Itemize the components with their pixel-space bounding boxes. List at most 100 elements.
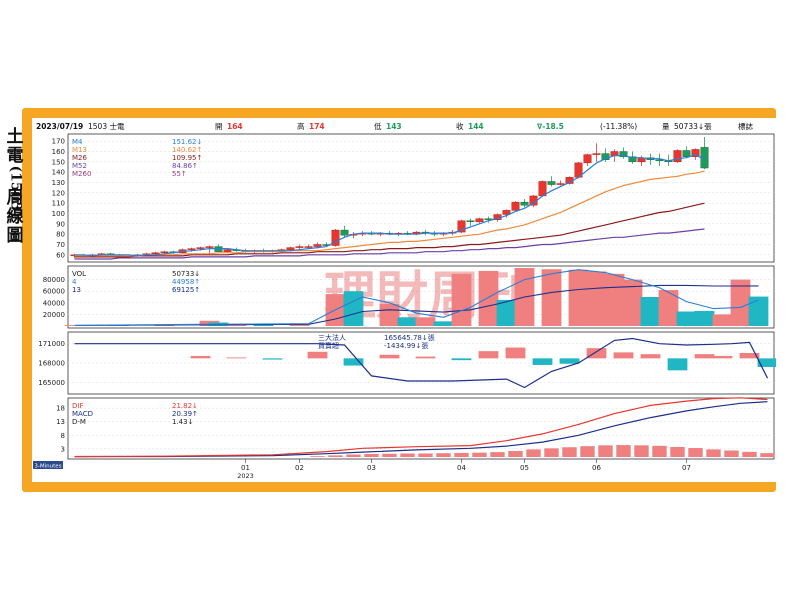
- volume-bar: [541, 269, 562, 326]
- header-volume-label: 量: [662, 122, 670, 131]
- legend-name: 4: [72, 278, 77, 286]
- candle-body: [286, 247, 295, 250]
- macd-line: [74, 401, 768, 458]
- volume-bar: [415, 317, 436, 326]
- candle-body: [547, 181, 556, 185]
- legend-value: 109.95↑: [172, 154, 202, 162]
- legend-value: 165645.78↓張: [384, 334, 435, 342]
- candle-body: [151, 252, 160, 254]
- header-close-label: 收: [456, 121, 464, 131]
- candle-body: [160, 251, 169, 253]
- candle-body: [583, 154, 592, 164]
- y-tick-label: 80000: [43, 276, 65, 284]
- candle-body: [196, 247, 205, 249]
- macd-panel: [74, 397, 775, 458]
- candle-body: [304, 246, 313, 248]
- y-tick-label: 165000: [38, 379, 65, 387]
- macd-hist-bar: [364, 454, 379, 457]
- candle-body: [592, 153, 601, 155]
- volume-bar: [64, 325, 85, 326]
- volume-bar: [748, 296, 769, 326]
- volume-bar: [694, 310, 715, 326]
- legend-value: 84.86↑: [172, 162, 198, 170]
- candle-body: [457, 220, 466, 233]
- candle-body: [295, 246, 304, 248]
- legend-name: M4: [72, 138, 83, 146]
- macd-hist-bar: [346, 454, 361, 457]
- side-title-name: 土電: [6, 127, 24, 166]
- y-tick-label: 110: [52, 200, 65, 208]
- macd-hist-bar: [508, 451, 523, 457]
- y-tick-label: 8: [61, 432, 65, 440]
- y-tick-label: 160: [52, 148, 65, 156]
- legend-name: VOL: [72, 270, 86, 278]
- volume-bar: [712, 314, 733, 326]
- y-tick-label: 60000: [43, 288, 65, 296]
- legend-value: 50733↓: [172, 270, 200, 278]
- macd-hist-bar: [616, 445, 631, 457]
- volume-bar: [379, 303, 400, 326]
- volume-bar: [730, 279, 751, 326]
- volume-bar: [640, 297, 661, 326]
- candle-body: [682, 150, 691, 157]
- y-tick-label: 90: [56, 220, 65, 228]
- net-buy-bar: [307, 351, 328, 359]
- net-buy-bar: [739, 352, 760, 359]
- net-buy-bar: [559, 358, 580, 364]
- dif-line: [74, 397, 768, 458]
- volume-bar: [586, 271, 607, 326]
- net-buy-bar: [505, 347, 526, 359]
- x-tick-label: 05: [520, 464, 529, 472]
- macd-hist-bar: [652, 445, 667, 457]
- candle-body: [628, 156, 637, 163]
- header-low: 143: [386, 122, 402, 131]
- macd-hist-bar: [544, 448, 559, 457]
- legend-name: M26: [72, 154, 87, 162]
- net-buy-bar: [667, 358, 688, 371]
- candle-body: [673, 150, 682, 163]
- macd-hist-bar: [562, 447, 577, 457]
- y-tick-label: 171000: [38, 340, 65, 348]
- price-panel: [70, 137, 709, 260]
- macd-hist-bar: [706, 449, 721, 457]
- legend-name: DIF: [72, 402, 83, 410]
- side-title: 土電 (1503) 周線圖: [3, 128, 27, 246]
- net-buy-bar: [712, 355, 733, 359]
- macd-hist-bar: [490, 452, 505, 457]
- macd-hist-bar: [598, 445, 613, 457]
- net-buy-bar: [757, 358, 776, 367]
- macd-hist-bar: [724, 450, 739, 457]
- x-axis: 01 02 03 04 05 06 07 2023 3-Minutes: [33, 459, 691, 480]
- y-tick-label: 120: [52, 189, 65, 197]
- macd-hist-bar: [742, 451, 757, 457]
- net-buy-bar: [532, 358, 553, 365]
- candle-body: [619, 151, 628, 157]
- y-tick-label: 3: [61, 445, 65, 453]
- ma52-line: [74, 228, 705, 260]
- net-buy-bar: [190, 355, 211, 359]
- legend-name: MACD: [72, 410, 93, 418]
- header-date: 2023/07/19: [36, 122, 83, 131]
- macd-hist-bar: [760, 453, 775, 457]
- volume-bar: [496, 299, 517, 326]
- y-tick-labels: 60 70 80 90 100 110 120 130 140 150 160 170 20000 400…: [38, 138, 65, 454]
- header-low-label: 低: [374, 121, 382, 131]
- y-tick-label: 18: [56, 405, 65, 413]
- corner-label-box: [33, 461, 63, 469]
- x-tick-label: 06: [592, 464, 601, 472]
- y-tick-label: 168000: [38, 360, 65, 368]
- legend-value: 44958↑: [172, 278, 200, 286]
- net-buy-bar: [226, 357, 247, 359]
- candle-body: [511, 201, 520, 211]
- candle-body: [655, 159, 664, 161]
- legend-name: 三大法人: [318, 333, 346, 342]
- legend-value: 20.39↑: [172, 410, 198, 418]
- net-buy-bar: [478, 351, 499, 359]
- legend-name: 買賣超: [318, 341, 339, 350]
- legend-name: 13: [72, 286, 81, 294]
- volume-bar: [397, 317, 418, 326]
- macd-hist-bar: [454, 452, 469, 457]
- header-close: 144: [468, 122, 484, 131]
- y-tick-label: 70: [56, 241, 65, 249]
- candle-body: [223, 249, 232, 252]
